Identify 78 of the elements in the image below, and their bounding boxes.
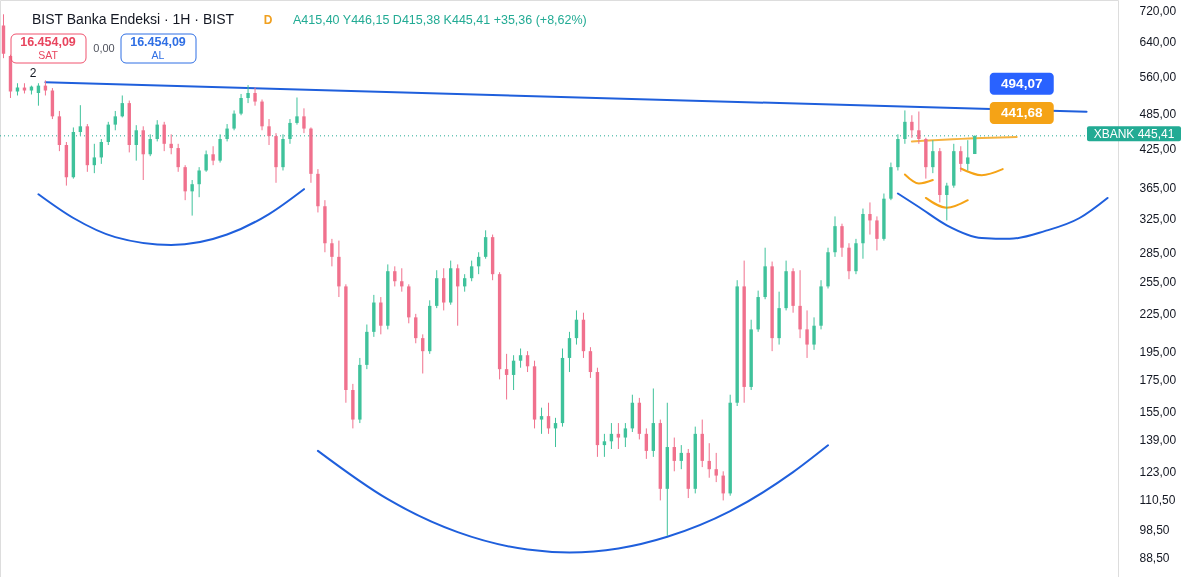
annotation: 2 <box>29 66 37 80</box>
candlestick <box>239 93 243 116</box>
candlestick <box>197 166 201 198</box>
candlestick <box>847 242 851 280</box>
candlestick <box>379 296 383 335</box>
candlestick <box>253 87 257 107</box>
line-series <box>896 192 1109 240</box>
y-tick-label: 640,00 <box>1139 34 1177 49</box>
candlestick <box>910 114 914 139</box>
line-series <box>37 188 305 247</box>
candlestick <box>330 238 334 267</box>
candlestick <box>134 124 138 162</box>
candlestick <box>539 407 544 435</box>
candlestick <box>190 179 194 217</box>
candlestick <box>903 109 907 145</box>
annotation: 494,07 <box>1001 75 1043 91</box>
annotation: 16.454,09 <box>130 35 186 49</box>
y-tick-label: 88,50 <box>1139 550 1170 565</box>
candlestick <box>288 118 292 145</box>
y-tick-label: 110,50 <box>1139 492 1176 507</box>
candlestick <box>176 143 180 173</box>
candlestick <box>714 452 718 483</box>
candlestick <box>805 309 809 359</box>
annotation: AL <box>151 49 165 61</box>
text: A415,40 Y446,15 D415,38 K445,41 +35,36 (+8,62%) <box>293 13 587 27</box>
annotation: SAT <box>38 49 59 61</box>
annotation: 16.454,09 <box>20 35 76 49</box>
y-tick-label: 139,00 <box>1139 432 1177 447</box>
candlestick <box>469 260 474 282</box>
candlestick <box>232 109 236 131</box>
y-tick-label: 485,00 <box>1139 107 1177 122</box>
candlestick <box>917 111 921 145</box>
y-tick-label: 123,00 <box>1139 464 1177 479</box>
candlestick <box>113 110 117 131</box>
candlestick <box>504 353 509 400</box>
candlestick <box>211 145 215 166</box>
candlestick <box>302 107 306 134</box>
candlestick <box>518 348 523 369</box>
candlestick <box>623 422 628 448</box>
annotation: 0,00 <box>93 42 115 54</box>
candlestick <box>204 150 208 173</box>
text: BIST Banka Endeksi · 1H · BIST <box>32 11 235 27</box>
ref-line-label: XBANK 445,41 <box>1093 126 1175 141</box>
y-tick-label: 285,00 <box>1139 245 1177 260</box>
y-tick-label: 225,00 <box>1139 307 1177 322</box>
candlestick <box>169 133 173 155</box>
y-tick-label: 255,00 <box>1139 274 1177 289</box>
candlestick <box>616 422 621 450</box>
candlestick <box>246 84 250 104</box>
candlestick <box>92 143 97 174</box>
y-tick-label: 365,00 <box>1139 181 1177 196</box>
candlestick <box>483 229 488 260</box>
candlestick <box>931 139 935 174</box>
candlestick <box>840 223 844 258</box>
candlestick <box>959 145 963 173</box>
candlestick <box>567 331 572 373</box>
y-tick-label: 325,00 <box>1139 211 1177 226</box>
y-tick-label: 425,00 <box>1139 141 1177 156</box>
candlestick <box>966 139 970 171</box>
candlestick <box>602 433 607 458</box>
line-series <box>316 444 830 554</box>
annotation: 441,68 <box>1001 105 1043 121</box>
candlestick <box>812 316 816 351</box>
candlestick <box>267 118 271 146</box>
annotation: D <box>263 13 273 27</box>
candlestick <box>295 96 299 126</box>
y-tick-label: 720,00 <box>1139 4 1177 19</box>
y-tick-label: 560,00 <box>1139 69 1177 84</box>
candlestick <box>875 215 879 251</box>
y-tick-label: 98,50 <box>1139 522 1170 537</box>
candlestick <box>78 104 83 136</box>
y-tick-label: 175,00 <box>1139 372 1177 387</box>
candlestick <box>945 182 949 221</box>
candlestick <box>868 201 872 236</box>
candlestick <box>218 133 222 164</box>
y-tick-label: 195,00 <box>1139 344 1177 359</box>
y-tick-label: 155,00 <box>1139 404 1177 419</box>
candlestick <box>798 269 802 339</box>
